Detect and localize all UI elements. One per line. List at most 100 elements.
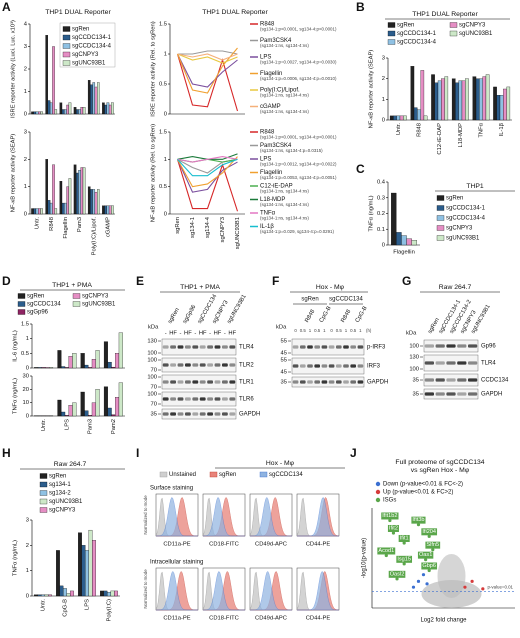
point <box>463 585 467 589</box>
legend-label: LPS <box>260 55 271 61</box>
marker-label: 100 <box>147 358 157 364</box>
legend-label: sgRen <box>49 474 66 480</box>
point <box>388 518 392 523</box>
band <box>336 380 342 384</box>
blot-title: Hox - Mφ <box>316 284 345 291</box>
bar <box>47 100 51 115</box>
legend-stats: (sg134-1:ns, sg134-4:ns) <box>260 109 309 114</box>
y-tick-label: 1 <box>26 568 29 574</box>
marker-label: 100 <box>409 367 419 373</box>
bar <box>104 205 107 215</box>
bar <box>64 415 69 417</box>
bar <box>38 111 41 115</box>
chart-title: Raw 264.7 <box>54 461 87 468</box>
histogram <box>155 497 198 537</box>
unit-label: kDa <box>276 325 287 331</box>
bar <box>35 111 39 115</box>
flow-title: Hox - Mφ <box>266 460 295 467</box>
legend-label: sgCCDC134-1 <box>446 206 486 212</box>
column-label: CD49d-APC <box>255 616 287 622</box>
x-tick-label: sgUNC93B1 <box>235 217 241 249</box>
band <box>214 412 221 416</box>
blot-frame <box>161 357 237 373</box>
y-axis-label: -log10(p-value) <box>362 538 368 578</box>
legend-swatch <box>62 26 71 32</box>
y-tick-label: 0.4 <box>377 180 386 186</box>
band <box>343 364 349 368</box>
bar <box>33 111 37 115</box>
time-label: 0 <box>294 328 297 333</box>
bar <box>110 590 115 597</box>
band <box>328 345 335 349</box>
point-label: Ifit1 <box>400 535 409 541</box>
legend-label: sgUNC93B1 <box>72 61 106 67</box>
panel-label: I <box>136 446 139 460</box>
point <box>402 562 406 566</box>
bar <box>84 364 89 369</box>
bar <box>91 402 96 417</box>
bar <box>111 205 114 215</box>
blot-frame <box>423 373 479 387</box>
lane-label: sgUNC93B1 <box>226 294 247 325</box>
marker-label: 35 <box>281 380 287 386</box>
treatment-label: - <box>180 331 182 337</box>
blot-frame <box>291 357 365 375</box>
legend-label: sgRen <box>397 23 414 29</box>
bar <box>48 594 52 597</box>
bar <box>444 76 449 121</box>
y-axis-label: ISRE reporter activity (Luci. Luc. x10³) <box>11 20 17 118</box>
y-tick-label: 3 <box>24 130 27 136</box>
x-tick-label: Flagellin <box>393 250 415 256</box>
bar <box>475 78 480 121</box>
bar <box>82 167 86 215</box>
bar <box>107 361 112 369</box>
series-line <box>176 53 239 112</box>
legend-stats: (sg134-1:ns, sg134-4:ns) <box>260 202 309 207</box>
y-tick-label: 0 <box>24 212 27 218</box>
band <box>177 412 184 416</box>
marker-label: 100 <box>409 344 419 350</box>
band <box>170 380 176 384</box>
band <box>229 380 236 384</box>
bar <box>57 350 62 369</box>
marker-label: 130 <box>409 355 419 361</box>
bar <box>33 208 37 215</box>
bar <box>506 86 511 121</box>
blot-frame <box>161 374 237 390</box>
bar <box>61 366 66 369</box>
band <box>446 344 456 348</box>
band <box>457 378 467 382</box>
bar <box>503 88 507 121</box>
series-line <box>177 50 238 55</box>
bar <box>66 186 69 215</box>
panel-label: H <box>2 446 11 460</box>
point-label-box <box>417 551 434 559</box>
x-tick-label: Pam3 <box>77 217 83 232</box>
point <box>431 548 435 552</box>
y-tick-label: 3 <box>382 56 385 62</box>
bar <box>97 189 100 215</box>
band <box>229 397 236 401</box>
band <box>350 380 356 384</box>
x-tick-label: R848 <box>49 217 55 231</box>
time-label: 1 <box>359 328 362 333</box>
band-label: GAPDH <box>367 380 388 386</box>
y-tick-label: 30 <box>23 374 29 380</box>
bar <box>90 189 93 215</box>
band <box>185 380 191 384</box>
y-tick-label: 1 <box>164 52 167 58</box>
y-tick-label: 0 <box>164 212 167 218</box>
bar <box>78 109 81 115</box>
bar <box>95 389 100 417</box>
x-tick-label: sgCNPY3 <box>220 217 226 242</box>
legend-stats: (sg134-1:ns, sg134-4:ns) <box>260 189 309 194</box>
bar <box>108 104 112 115</box>
legend-label: sgCNPY3 <box>459 23 486 29</box>
legend-label: sg134-2 <box>49 491 71 497</box>
band <box>435 361 445 365</box>
y-tick-label: 1.5 <box>21 322 29 328</box>
band <box>214 363 221 367</box>
stimulus-label: R848 <box>304 309 316 324</box>
point-label-box <box>411 516 426 524</box>
bar <box>64 367 69 369</box>
